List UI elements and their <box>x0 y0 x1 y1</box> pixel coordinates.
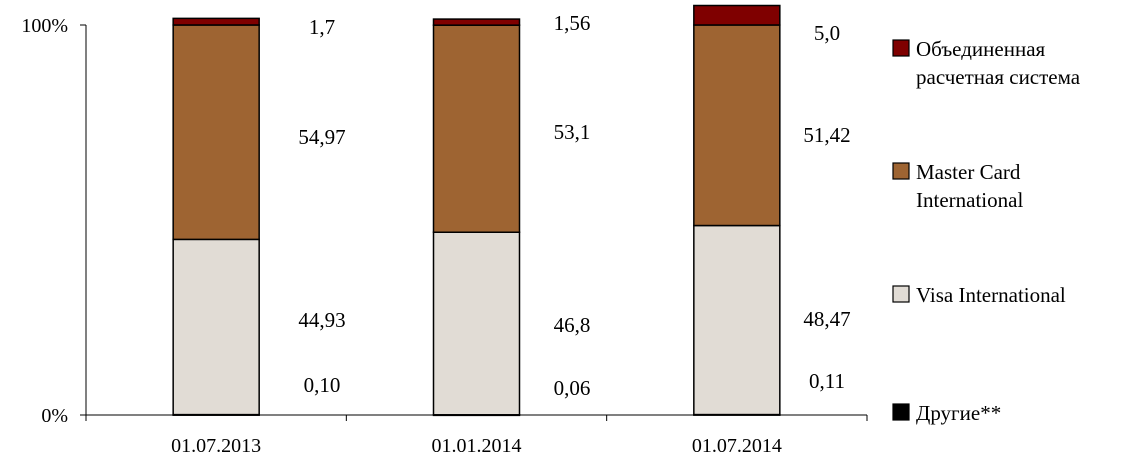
y-tick-label: 0% <box>41 405 68 427</box>
data-label: 51,42 <box>803 123 850 147</box>
data-label: 53,1 <box>554 120 591 144</box>
data-label: 1,56 <box>554 11 591 35</box>
x-tick-label: 01.07.2014 <box>692 435 782 457</box>
legend-swatch <box>892 285 910 303</box>
data-label: 46,8 <box>554 313 591 337</box>
x-tick-label: 01.07.2013 <box>171 435 261 457</box>
legend-label: Visa International <box>916 283 1066 307</box>
legend-swatch <box>892 39 910 57</box>
bar-segment <box>693 24 781 227</box>
legend-swatch <box>892 403 910 421</box>
bar-segment <box>432 231 521 416</box>
bar-segment <box>172 24 260 241</box>
y-tick-label: 100% <box>21 15 68 37</box>
bars <box>172 4 781 417</box>
legend-label: Другие** <box>916 401 1001 425</box>
data-labels: 0,10 44,93 54,97 1,7 0,06 46,8 53,1 1,56 0,11 48,… <box>298 11 850 400</box>
legend: Объединенная расчетная система Master Card… <box>892 37 1081 425</box>
data-label: 0,10 <box>304 373 341 397</box>
legend-label: расчетная система <box>916 65 1081 89</box>
bar-segment <box>172 17 260 26</box>
bar-segment <box>693 224 781 416</box>
data-label: 0,06 <box>554 376 591 400</box>
legend-label: Объединенная <box>916 37 1046 61</box>
data-label: 48,47 <box>803 307 850 331</box>
bar-segment <box>693 4 781 26</box>
data-label: 1,7 <box>309 15 335 39</box>
data-label: 5,0 <box>814 21 840 45</box>
legend-label: Master Card <box>916 160 1021 184</box>
x-tick-label: 01.01.2014 <box>432 435 522 457</box>
data-label: 44,93 <box>298 308 345 332</box>
legend-label: International <box>916 188 1023 212</box>
bar-segment <box>432 18 521 26</box>
bar-segment <box>172 238 260 416</box>
data-label: 54,97 <box>298 125 345 149</box>
bar-segment <box>432 24 521 233</box>
legend-swatch <box>892 162 910 180</box>
data-label: 0,11 <box>809 369 845 393</box>
